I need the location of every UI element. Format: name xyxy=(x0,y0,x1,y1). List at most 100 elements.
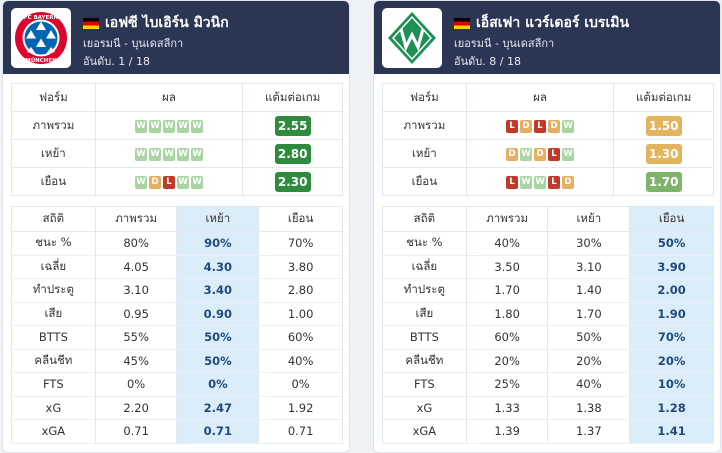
result-badge[interactable]: W xyxy=(149,119,162,133)
result-badge[interactable]: L xyxy=(506,175,519,189)
form-row-label: เยือน xyxy=(11,167,96,196)
stats-value-overall: 3.50 xyxy=(466,255,549,279)
form-header-results: ผล xyxy=(94,83,244,112)
result-badge[interactable]: D xyxy=(548,119,561,133)
result-badge[interactable]: W xyxy=(177,119,190,133)
form-row-label: เหย้า xyxy=(11,139,96,168)
result-badge[interactable]: W xyxy=(135,175,148,189)
result-badge[interactable]: W xyxy=(534,175,547,189)
team-logo[interactable]: FC BAYERN MÜNCHEN xyxy=(11,8,71,68)
result-badge[interactable]: W xyxy=(177,147,190,161)
result-badge[interactable]: W xyxy=(163,147,176,161)
stats-value-home: 2.47 xyxy=(176,396,260,420)
werder-logo-icon xyxy=(388,12,436,64)
stats-row-label: ทำประตู xyxy=(11,278,96,302)
stats-value-home: 50% xyxy=(176,349,260,373)
result-badge[interactable]: W xyxy=(177,175,190,189)
result-badge[interactable]: W xyxy=(135,119,148,133)
stats-value-home: 20% xyxy=(547,349,631,373)
stats-value-home: 0.90 xyxy=(176,302,260,326)
stats-value-overall: 1.39 xyxy=(466,419,549,443)
form-table: ฟอร์ม ผล แต้มต่อเกม ภาพรวม W W W W W 2.55 เหย้า… xyxy=(11,83,343,196)
form-row: เยือน W D L W W 2.30 xyxy=(11,167,343,196)
result-badge[interactable]: D xyxy=(562,175,575,189)
result-badge[interactable]: L xyxy=(534,119,547,133)
stats-value-home: 4.30 xyxy=(176,255,260,279)
stats-value-overall: 55% xyxy=(95,325,178,349)
result-badge[interactable]: W xyxy=(562,147,575,161)
form-header-form: ฟอร์ม xyxy=(11,83,96,112)
result-badge[interactable]: D xyxy=(520,119,533,133)
result-badge[interactable]: D xyxy=(149,175,162,189)
stats-row: คลีนชีท 20% 20% 20% xyxy=(382,349,714,373)
ppg-badge: 2.30 xyxy=(274,171,311,192)
stats-row: xGA 0.71 0.71 0.71 xyxy=(11,419,343,443)
stats-table: สถิติ ภาพรวม เหย้า เยือน ชนะ % 40% 30% 50% เ… xyxy=(382,206,714,444)
result-badge[interactable]: L xyxy=(548,147,561,161)
svg-text:FC BAYERN: FC BAYERN xyxy=(24,15,59,21)
stats-row: ชนะ % 40% 30% 50% xyxy=(382,231,714,255)
result-badge[interactable]: D xyxy=(506,147,519,161)
stats-value-overall: 0% xyxy=(95,372,178,396)
stats-value-overall: 1.70 xyxy=(466,278,549,302)
form-header-ppg: แต้มต่อเกม xyxy=(242,83,343,112)
stats-header-home: เหย้า xyxy=(176,206,260,232)
team-name-text: เอ็สเฟา แวร์เดอร์ เบรเมิน xyxy=(476,15,630,31)
result-badge[interactable]: W xyxy=(135,147,148,161)
result-badge[interactable]: W xyxy=(191,175,204,189)
stats-row: xGA 1.39 1.37 1.41 xyxy=(382,419,714,443)
team-league[interactable]: เยอรมนี - บุนเดสลีกา xyxy=(454,37,555,50)
team-league[interactable]: เยอรมนี - บุนเดสลีกา xyxy=(83,37,184,50)
stats-row: ทำประตู 1.70 1.40 2.00 xyxy=(382,278,714,302)
result-badge[interactable]: W xyxy=(520,175,533,189)
stats-value-away: 1.41 xyxy=(629,419,714,443)
stats-value-home: 1.37 xyxy=(547,419,631,443)
stats-value-home: 50% xyxy=(547,325,631,349)
stats-row: ชนะ % 80% 90% 70% xyxy=(11,231,343,255)
result-badge[interactable]: L xyxy=(548,175,561,189)
stats-header-stat: สถิติ xyxy=(382,206,467,232)
result-badge[interactable]: W xyxy=(149,147,162,161)
stats-value-home: 0% xyxy=(176,372,260,396)
stats-row-label: เฉลี่ย xyxy=(11,255,96,279)
stats-value-away: 2.80 xyxy=(258,278,343,302)
result-badge[interactable]: D xyxy=(534,147,547,161)
stats-value-away: 2.00 xyxy=(629,278,714,302)
result-badge[interactable]: L xyxy=(506,119,519,133)
ppg-badge: 2.55 xyxy=(274,115,311,136)
team-logo[interactable] xyxy=(382,8,442,68)
result-badge[interactable]: W xyxy=(191,119,204,133)
svg-text:MÜNCHEN: MÜNCHEN xyxy=(25,57,57,64)
stats-header-overall: ภาพรวม xyxy=(95,206,178,232)
team-name-text: เอฟซี ไบเอิร์น มิวนิก xyxy=(105,15,229,31)
form-row-ppg: 1.70 xyxy=(613,167,714,196)
ppg-badge: 1.70 xyxy=(645,171,682,192)
stats-header-stat: สถิติ xyxy=(11,206,96,232)
stats-value-away: 3.90 xyxy=(629,255,714,279)
stats-header-away: เยือน xyxy=(258,206,343,232)
form-row-label: เหย้า xyxy=(382,139,467,168)
bayern-logo-icon: FC BAYERN MÜNCHEN xyxy=(15,12,67,64)
form-rows: ภาพรวม L D L D W 1.50 เหย้า D W D L W 1.30 เยือน L W W L D 1… xyxy=(382,111,714,196)
form-row-ppg: 1.30 xyxy=(613,139,714,168)
result-badge[interactable]: W xyxy=(562,119,575,133)
stats-row: คลีนชีท 45% 50% 40% xyxy=(11,349,343,373)
result-badge[interactable]: W xyxy=(520,147,533,161)
stats-value-away: 3.80 xyxy=(258,255,343,279)
result-badge[interactable]: W xyxy=(163,119,176,133)
stats-value-away: 1.00 xyxy=(258,302,343,326)
team-card-away: เอ็สเฟา แวร์เดอร์ เบรเมิน เยอรมนี - บุนเ… xyxy=(373,0,721,453)
result-badge[interactable]: W xyxy=(191,147,204,161)
team-name[interactable]: เอฟซี ไบเอิร์น มิวนิก xyxy=(83,12,229,34)
stats-row: เฉลี่ย 3.50 3.10 3.90 xyxy=(382,255,714,279)
form-row: ภาพรวม W W W W W 2.55 xyxy=(11,111,343,140)
stats-row: BTTS 55% 50% 60% xyxy=(11,325,343,349)
team-name[interactable]: เอ็สเฟา แวร์เดอร์ เบรเมิน xyxy=(454,12,629,34)
result-badge[interactable]: L xyxy=(163,175,176,189)
ppg-badge: 2.80 xyxy=(274,143,311,164)
